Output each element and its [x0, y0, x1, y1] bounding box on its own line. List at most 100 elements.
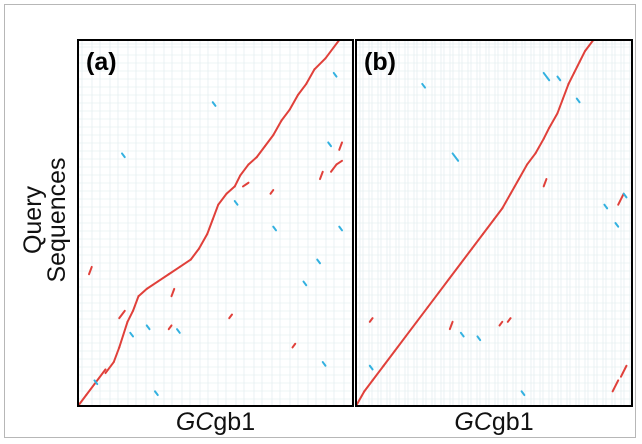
forward-alignment-segment [132, 295, 140, 312]
reverse-alignment-segment [338, 225, 343, 232]
forward-alignment-segment [448, 320, 454, 331]
reverse-alignment-segment [233, 200, 239, 206]
forward-alignment-segment [211, 203, 220, 221]
reverse-alignment-segment [332, 71, 338, 78]
forward-alignment-segment [426, 291, 440, 309]
reverse-alignment-segment [603, 203, 609, 210]
forward-alignment-segment [506, 317, 512, 323]
forward-alignment-segment [415, 306, 429, 323]
forward-alignment-segment [217, 192, 228, 206]
reverse-alignment-segment [575, 97, 581, 104]
forward-alignment-segment [517, 163, 529, 181]
reverse-alignment-segment [520, 390, 526, 397]
forward-alignment-segment [501, 192, 512, 210]
reverse-alignment-segment [542, 71, 551, 82]
forward-alignment-segment [324, 46, 335, 60]
forward-alignment-segment [305, 68, 316, 85]
reverse-alignment-segment [93, 379, 99, 386]
forward-alignment-segment [617, 192, 625, 206]
forward-alignment-segment [332, 39, 341, 49]
forward-alignment-segment [542, 178, 548, 188]
forward-alignment-segment [313, 57, 327, 71]
reverse-alignment-segment [476, 335, 482, 342]
forward-alignment-segment [225, 185, 236, 195]
grid-lines [356, 40, 632, 406]
forward-alignment-segment [584, 39, 595, 52]
forward-alignment-segment [189, 247, 200, 261]
forward-alignment-segment [291, 342, 297, 349]
forward-alignment-segment [382, 350, 396, 367]
forward-alignment-segment [355, 390, 366, 407]
x-axis-label-a: GCgb1 [78, 408, 353, 436]
forward-alignment-segment [198, 232, 209, 250]
forward-alignment-segment [363, 379, 374, 393]
panel-a: (a) [77, 39, 354, 407]
forward-alignment-segment [548, 112, 559, 129]
x-axis-label-b: GCgb1 [356, 408, 632, 436]
forward-alignment-segment [118, 309, 126, 320]
forward-alignment-segment [118, 320, 129, 349]
forward-alignment-segment [137, 287, 148, 298]
reverse-alignment-segment [302, 280, 308, 287]
forward-alignment-segment [239, 163, 250, 177]
reverse-alignment-segment [327, 141, 332, 148]
forward-alignment-segment [247, 156, 258, 166]
forward-alignment-segment [498, 320, 504, 327]
forward-alignment-segment [437, 276, 451, 294]
reverse-alignment-segment [459, 331, 465, 338]
forward-alignment-segment [509, 178, 520, 195]
reverse-alignment-segment [176, 328, 181, 334]
figure-border [4, 4, 636, 438]
forward-alignment-segment [470, 232, 484, 250]
forward-alignment-segment [338, 141, 343, 151]
reverse-alignment-segment [129, 331, 134, 338]
x-axis-label-a-italic: GC [175, 408, 214, 436]
x-axis-label-b-rest: gb1 [491, 408, 534, 436]
forward-alignment-segment [578, 49, 587, 63]
forward-alignment-segment [170, 287, 176, 298]
forward-alignment-segment [481, 218, 495, 235]
panel-label: (a) [86, 48, 117, 76]
forward-alignment-segment [619, 364, 628, 378]
forward-alignment-segment [319, 170, 324, 181]
forward-alignment-segment [206, 218, 214, 235]
forward-alignment-segment [371, 364, 385, 382]
forward-alignment-segment [368, 317, 374, 323]
forward-alignment-segment [526, 152, 537, 166]
reverse-alignment-segment [451, 152, 460, 162]
plot-frame [355, 39, 633, 407]
forward-alignment-segment [264, 134, 275, 148]
reverse-alignment-segment [272, 225, 277, 232]
forward-alignment-segment [335, 159, 343, 166]
reverse-alignment-segment [321, 361, 327, 367]
forward-alignment-segment [459, 247, 473, 265]
reverse-alignment-segment [211, 101, 217, 107]
forward-alignment-segment [393, 335, 407, 353]
forward-alignment-segment [233, 174, 242, 188]
reverse-alignment-segment [154, 390, 159, 397]
reverse-alignment-segment [121, 152, 126, 159]
forward-alignment-segment [104, 361, 115, 375]
forward-alignment-segment [156, 273, 170, 283]
x-axis-label-a-rest: gb1 [213, 408, 256, 436]
forward-alignment-segment [448, 262, 462, 279]
forward-alignment-segment [112, 346, 121, 364]
forward-alignment-segment [77, 394, 88, 407]
forward-alignment-segment [297, 82, 308, 96]
reverse-alignment-segment [421, 82, 426, 89]
forward-alignment-segment [534, 137, 545, 155]
forward-alignment-segment [556, 97, 564, 115]
reverse-alignment-segment [614, 222, 620, 228]
forward-alignment-segment [145, 280, 159, 290]
grid-lines [78, 40, 353, 406]
forward-alignment-segment [126, 309, 134, 323]
forward-alignment-segment [178, 258, 192, 268]
forward-alignment-segment [255, 145, 266, 159]
forward-alignment-segment [88, 265, 93, 276]
forward-alignment-segment [330, 163, 338, 173]
forward-alignment-segment [272, 119, 283, 137]
forward-alignment-segment [288, 93, 299, 111]
forward-alignment-segment [493, 207, 504, 221]
